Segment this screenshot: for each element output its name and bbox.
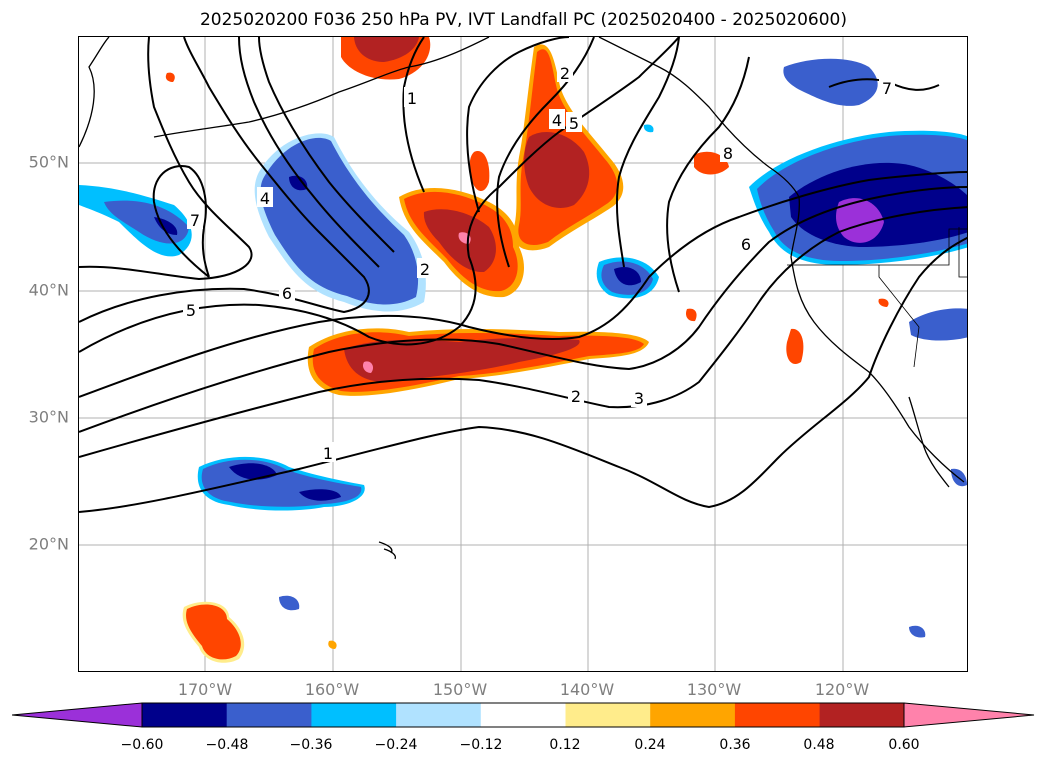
- contour-label-8: 8: [723, 144, 733, 163]
- lat-label-40n: 40°N: [28, 280, 69, 300]
- lon-label-130w: 130°W: [686, 680, 742, 699]
- contour-label-1: 1: [323, 444, 333, 463]
- contour-label-1b-box: [404, 87, 420, 107]
- lat-label-50n: 50°N: [28, 152, 69, 172]
- contour-label-6-box: [279, 282, 295, 302]
- colorbar-segment-5: [480, 703, 566, 727]
- colorbar-tick-5: −0.12: [459, 737, 503, 753]
- contour-label-2c-box: [557, 62, 573, 82]
- colorbar-tick-7: 0.24: [634, 737, 666, 753]
- contour-label-2-box: [568, 385, 584, 405]
- map-panel: 1 2 3 2 5 6 7 4 1 2 4 5 8 6: [78, 36, 968, 672]
- colorbar-segment-7: [650, 703, 736, 727]
- colorbar-tick-3: −0.36: [289, 737, 333, 753]
- contour-label-4: 4: [260, 189, 270, 208]
- contour-lines: [79, 37, 967, 513]
- colorbar-outline: [141, 702, 905, 728]
- contour-label-5b-box: [566, 112, 582, 132]
- lon-label-120w: 120°W: [814, 680, 870, 699]
- contour-label-2b: 2: [420, 260, 430, 279]
- lon-label-140w: 140°W: [559, 680, 615, 699]
- colorbar-segment-8: [734, 703, 821, 727]
- colorbar-segment-6: [565, 703, 651, 727]
- contour-label-5-box: [183, 299, 199, 319]
- plot-title: 2025020200 F036 250 hPa PV, IVT Landfall…: [199, 10, 847, 30]
- contour-label-8-box: [720, 142, 736, 162]
- colorbar-extend-high: [903, 702, 1035, 728]
- contour-label-7b: 7: [882, 79, 892, 98]
- contour-label-6b: 6: [741, 235, 751, 254]
- colorbar-segment-9: [819, 703, 905, 727]
- contour-label-5b: 5: [569, 114, 579, 133]
- contour-label-3: 3: [634, 389, 644, 408]
- contour-label-7: 7: [190, 211, 200, 230]
- contour-label-3-box: [631, 387, 647, 407]
- lon-label-150w: 150°W: [432, 680, 488, 699]
- colorbar-segments: [142, 703, 905, 727]
- colorbar-segment-3: [311, 703, 397, 727]
- colorbar-segment-4: [396, 703, 482, 727]
- contour-label-5: 5: [186, 301, 196, 320]
- colorbar-tick-6: 0.12: [549, 737, 581, 753]
- lat-label-20n: 20°N: [28, 534, 69, 554]
- colorbar-tick-8: 0.36: [719, 737, 751, 753]
- contour-label-2c: 2: [560, 64, 570, 83]
- colorbar-extend-low: [12, 702, 143, 728]
- contour-label-4b-box: [549, 109, 565, 129]
- contour-labels: 1 2 3 2 5 6 7 4 1 2 4 5 8 6: [183, 62, 895, 463]
- contour-label-1-box: [320, 442, 336, 462]
- lon-label-160w: 160°W: [304, 680, 360, 699]
- political-borders: [787, 227, 967, 368]
- colorbar-tick-4: −0.24: [374, 737, 418, 753]
- colorbar-tick-10: 0.60: [888, 737, 920, 753]
- colorbar-tick-9: 0.48: [803, 737, 835, 753]
- coastlines: [79, 37, 965, 560]
- lon-label-170w: 170°W: [177, 680, 233, 699]
- contour-label-2: 2: [571, 387, 581, 406]
- contour-label-4b: 4: [552, 111, 562, 130]
- contour-label-7-box: [187, 209, 203, 229]
- contour-label-7b-box: [879, 77, 895, 97]
- colorbar-tick-1: −0.60: [120, 737, 164, 753]
- map-canvas: 1 2 3 2 5 6 7 4 1 2 4 5 8 6: [79, 37, 967, 671]
- contour-label-1b: 1: [407, 89, 417, 108]
- colorbar-segment-2: [226, 703, 312, 727]
- contour-label-6b-box: [738, 233, 754, 253]
- contour-label-2b-box: [417, 258, 433, 278]
- colorbar: [12, 702, 1035, 728]
- contour-label-4-box: [257, 187, 273, 207]
- colorbar-segment-1: [142, 703, 228, 727]
- contour-label-6: 6: [282, 284, 292, 303]
- colorbar-tick-2: −0.48: [205, 737, 249, 753]
- lat-label-30n: 30°N: [28, 407, 69, 427]
